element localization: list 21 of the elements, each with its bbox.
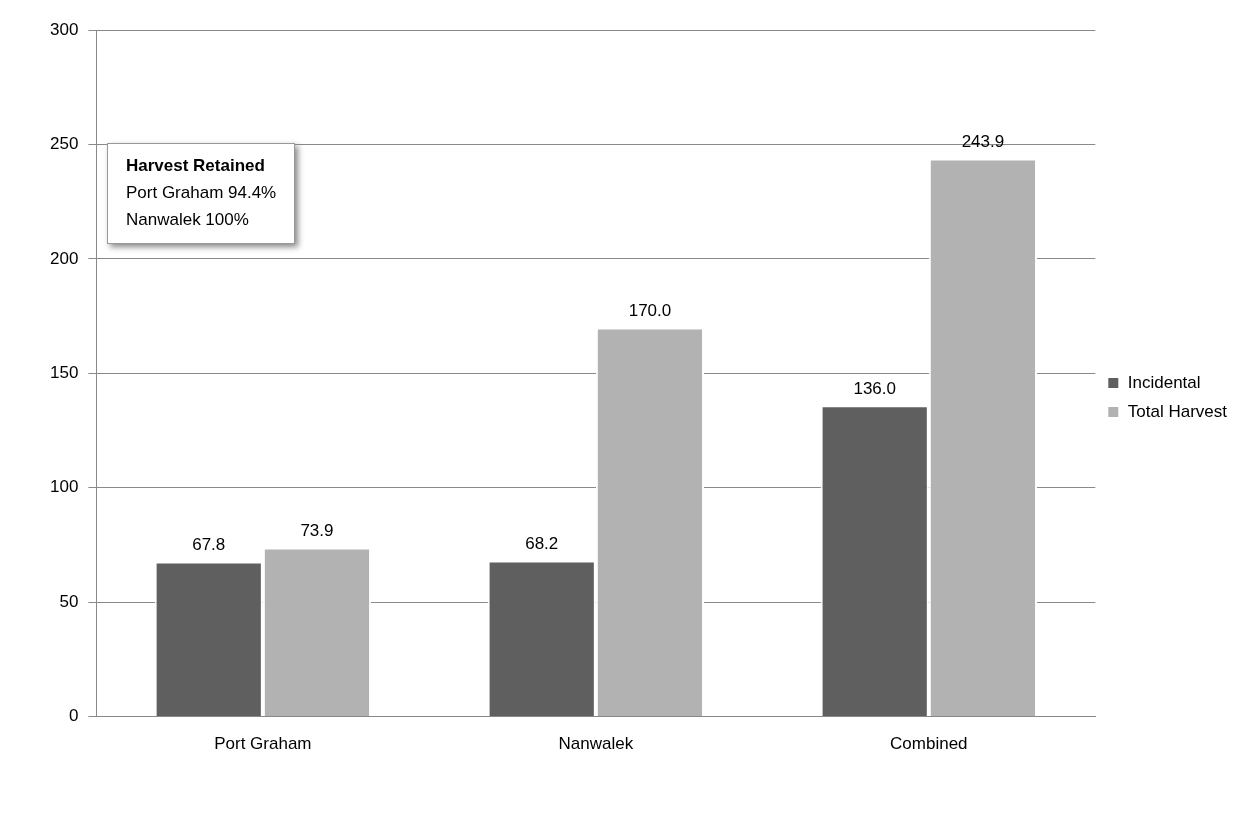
data-label: 68.2 — [525, 533, 559, 553]
y-tick-label: 0 — [68, 706, 79, 726]
data-label: 136.0 — [853, 378, 896, 398]
annotation: Harvest Retained — [126, 155, 266, 177]
y-tick-label: 100 — [49, 477, 79, 497]
y-tick-label: 200 — [49, 248, 79, 268]
data-label: 67.8 — [192, 534, 226, 554]
data-label: 170.0 — [628, 300, 672, 320]
legend-label: Total Harvest — [1127, 401, 1228, 421]
x-tick-label: Port Graham — [214, 734, 312, 754]
x-tick-label: Nanwalek — [558, 734, 634, 754]
annotation: Port Graham 94.4% — [126, 182, 277, 204]
y-tick-label: 150 — [49, 362, 79, 382]
y-tick-label: 50 — [59, 591, 79, 611]
y-tick-label: 300 — [49, 19, 79, 39]
data-label: 73.9 — [300, 520, 334, 540]
data-label: 243.9 — [961, 131, 1005, 151]
annotation: Nanwalek 100% — [126, 209, 250, 231]
x-tick-label: Combined — [890, 734, 968, 754]
y-tick-label: 250 — [49, 134, 79, 154]
legend-label: Incidental — [1127, 372, 1201, 392]
